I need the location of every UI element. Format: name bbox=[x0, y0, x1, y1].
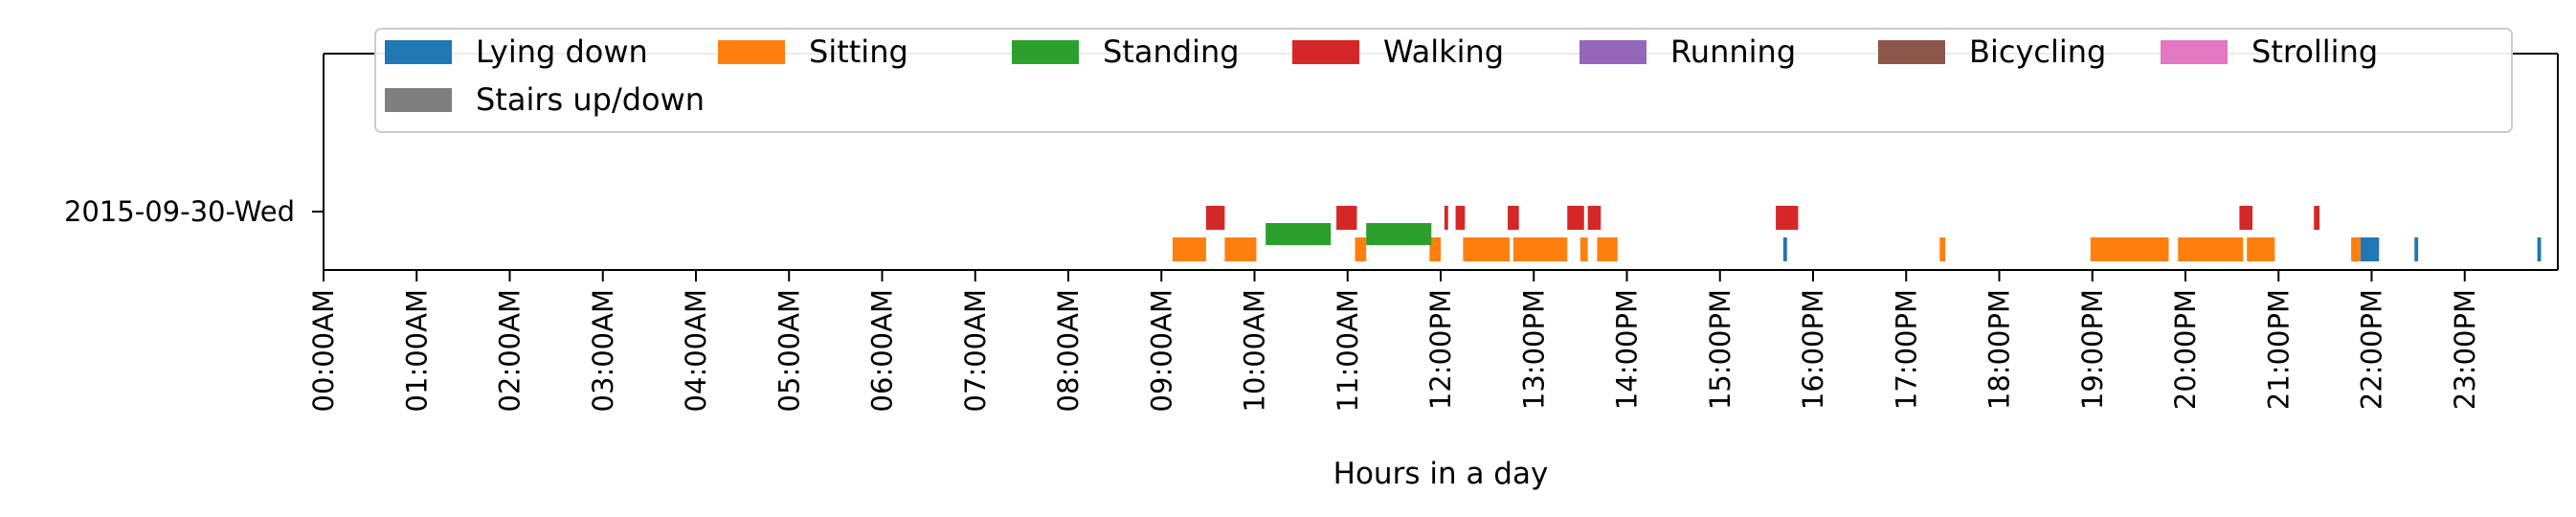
x-axis-title: Hours in a day bbox=[1333, 457, 1549, 491]
bar-sitting bbox=[2351, 237, 2361, 261]
x-tick-label: 04:00AM bbox=[680, 289, 712, 412]
legend-label-strolling: Strolling bbox=[2251, 34, 2378, 70]
bar-lying-down bbox=[2360, 237, 2380, 261]
x-tick-label: 15:00PM bbox=[1704, 289, 1736, 410]
bar-walking bbox=[1587, 206, 1602, 230]
legend-swatch-stairs-up-down bbox=[385, 88, 452, 112]
bar-walking bbox=[2239, 206, 2253, 230]
x-tick-label: 00:00AM bbox=[307, 289, 340, 412]
x-tick-label: 22:00PM bbox=[2356, 289, 2388, 410]
legend-frame bbox=[374, 28, 2513, 133]
x-tick-label: 14:00PM bbox=[1611, 289, 1644, 410]
activity-bars bbox=[1172, 206, 2542, 261]
x-tick-label: 16:00PM bbox=[1797, 289, 1829, 410]
legend-label-lying-down: Lying down bbox=[476, 34, 648, 70]
legend-label-bicycling: Bicycling bbox=[1969, 34, 2106, 70]
x-tick-label: 21:00PM bbox=[2262, 289, 2295, 410]
bar-sitting bbox=[1355, 237, 1367, 261]
x-tick-label: 10:00AM bbox=[1239, 289, 1271, 412]
x-tick-label: 05:00AM bbox=[773, 289, 805, 412]
bar-walking bbox=[2314, 206, 2320, 230]
bar-sitting bbox=[1429, 237, 1441, 261]
legend-swatch-running bbox=[1579, 40, 1646, 64]
legend-swatch-sitting bbox=[718, 40, 785, 64]
bar-sitting bbox=[1224, 237, 1257, 261]
x-tick-label: 20:00PM bbox=[2169, 289, 2202, 410]
bar-walking bbox=[1508, 206, 1519, 230]
bar-sitting bbox=[1939, 237, 1946, 261]
legend-swatch-strolling bbox=[2161, 40, 2228, 64]
bar-sitting bbox=[2090, 237, 2169, 261]
x-tick-label: 18:00PM bbox=[1983, 289, 2016, 410]
legend-swatch-walking bbox=[1292, 40, 1359, 64]
x-tick-label: 11:00AM bbox=[1332, 289, 1364, 412]
x-tick-label: 12:00PM bbox=[1424, 289, 1457, 410]
bar-standing bbox=[1266, 223, 1332, 245]
legend-swatch-bicycling bbox=[1878, 40, 1945, 64]
bar-walking bbox=[1567, 206, 1584, 230]
x-tick-label: 06:00AM bbox=[866, 289, 899, 412]
bar-walking bbox=[1205, 206, 1225, 230]
x-tick-label: 17:00PM bbox=[1890, 289, 1922, 410]
legend-swatch-standing bbox=[1012, 40, 1079, 64]
x-tick-label: 23:00PM bbox=[2449, 289, 2481, 410]
bar-walking bbox=[1444, 206, 1448, 230]
x-tick-label: 01:00AM bbox=[400, 289, 433, 412]
legend-label-walking: Walking bbox=[1383, 34, 1504, 70]
legend-label-stairs-up-down: Stairs up/down bbox=[476, 81, 705, 118]
x-tick-label: 09:00AM bbox=[1145, 289, 1177, 412]
bar-standing bbox=[1366, 223, 1432, 245]
x-tick-label: 02:00AM bbox=[494, 289, 526, 412]
bar-walking bbox=[1336, 206, 1357, 230]
x-tick-label: 08:00AM bbox=[1052, 289, 1085, 412]
bar-sitting bbox=[2178, 237, 2244, 261]
bar-sitting bbox=[1172, 237, 1206, 261]
legend-label-sitting: Sitting bbox=[809, 34, 908, 70]
x-tick-label: 03:00AM bbox=[587, 289, 619, 412]
x-tick-label: 07:00AM bbox=[959, 289, 992, 412]
bar-sitting bbox=[1597, 237, 1618, 261]
legend: Lying down Sitting Standing Walking Running B… bbox=[374, 28, 2513, 133]
bar-walking bbox=[1776, 206, 1799, 230]
legend-label-running: Running bbox=[1670, 34, 1796, 70]
bar-sitting bbox=[2247, 237, 2275, 261]
legend-label-standing: Standing bbox=[1103, 34, 1240, 70]
bar-lying-down bbox=[2537, 237, 2542, 261]
x-axis-ticks: 00:00AM 01:00AM 02:00AM 03:00AM 04:00AM 05:00… bbox=[307, 270, 2481, 412]
bar-sitting bbox=[1463, 237, 1510, 261]
x-tick-label: 19:00PM bbox=[2076, 289, 2109, 410]
bar-sitting bbox=[1512, 237, 1568, 261]
legend-swatch-lying-down bbox=[385, 40, 452, 64]
bar-walking bbox=[1455, 206, 1466, 230]
bar-lying-down bbox=[2414, 237, 2419, 261]
y-tick-label: 2015-09-30-Wed bbox=[64, 195, 295, 228]
bar-lying-down bbox=[1782, 237, 1787, 261]
bar-sitting bbox=[1579, 237, 1588, 261]
x-tick-label: 13:00PM bbox=[1517, 289, 1550, 410]
